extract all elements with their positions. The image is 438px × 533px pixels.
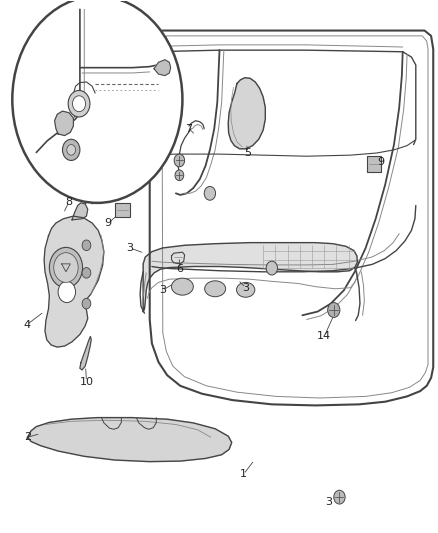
Polygon shape	[171, 252, 184, 264]
Text: 14: 14	[316, 332, 331, 342]
Circle shape	[67, 144, 75, 155]
Circle shape	[265, 261, 277, 275]
Polygon shape	[72, 203, 88, 220]
Text: 4: 4	[23, 320, 30, 330]
Text: 2: 2	[24, 432, 31, 442]
Text: 3: 3	[242, 282, 249, 293]
Circle shape	[175, 170, 184, 181]
Polygon shape	[54, 111, 73, 135]
Text: 9: 9	[377, 157, 384, 166]
Circle shape	[82, 298, 91, 309]
Text: 10: 10	[79, 376, 93, 386]
Text: 3: 3	[324, 497, 331, 507]
FancyBboxPatch shape	[115, 204, 130, 217]
Circle shape	[68, 91, 90, 117]
Circle shape	[49, 247, 82, 288]
Ellipse shape	[204, 281, 225, 297]
Circle shape	[204, 187, 215, 200]
Text: 1: 1	[240, 470, 247, 479]
Polygon shape	[28, 418, 231, 462]
Circle shape	[53, 253, 78, 282]
Text: 7: 7	[185, 124, 192, 134]
Text: 8: 8	[65, 197, 72, 207]
Circle shape	[72, 96, 85, 112]
Polygon shape	[143, 243, 357, 312]
Text: 3: 3	[159, 285, 166, 295]
Circle shape	[327, 303, 339, 317]
Polygon shape	[44, 216, 104, 347]
Ellipse shape	[236, 282, 254, 297]
Polygon shape	[80, 336, 91, 370]
Circle shape	[82, 268, 91, 278]
Circle shape	[174, 154, 184, 167]
Text: 5: 5	[244, 148, 251, 158]
Polygon shape	[154, 60, 170, 76]
Ellipse shape	[171, 278, 193, 295]
Circle shape	[62, 139, 80, 160]
Text: 9: 9	[104, 218, 112, 228]
Polygon shape	[228, 78, 265, 149]
Text: 6: 6	[177, 264, 184, 274]
Circle shape	[12, 0, 182, 203]
Circle shape	[333, 490, 344, 504]
Circle shape	[82, 240, 91, 251]
Circle shape	[58, 281, 75, 303]
Text: 3: 3	[126, 243, 133, 253]
FancyBboxPatch shape	[366, 156, 380, 172]
